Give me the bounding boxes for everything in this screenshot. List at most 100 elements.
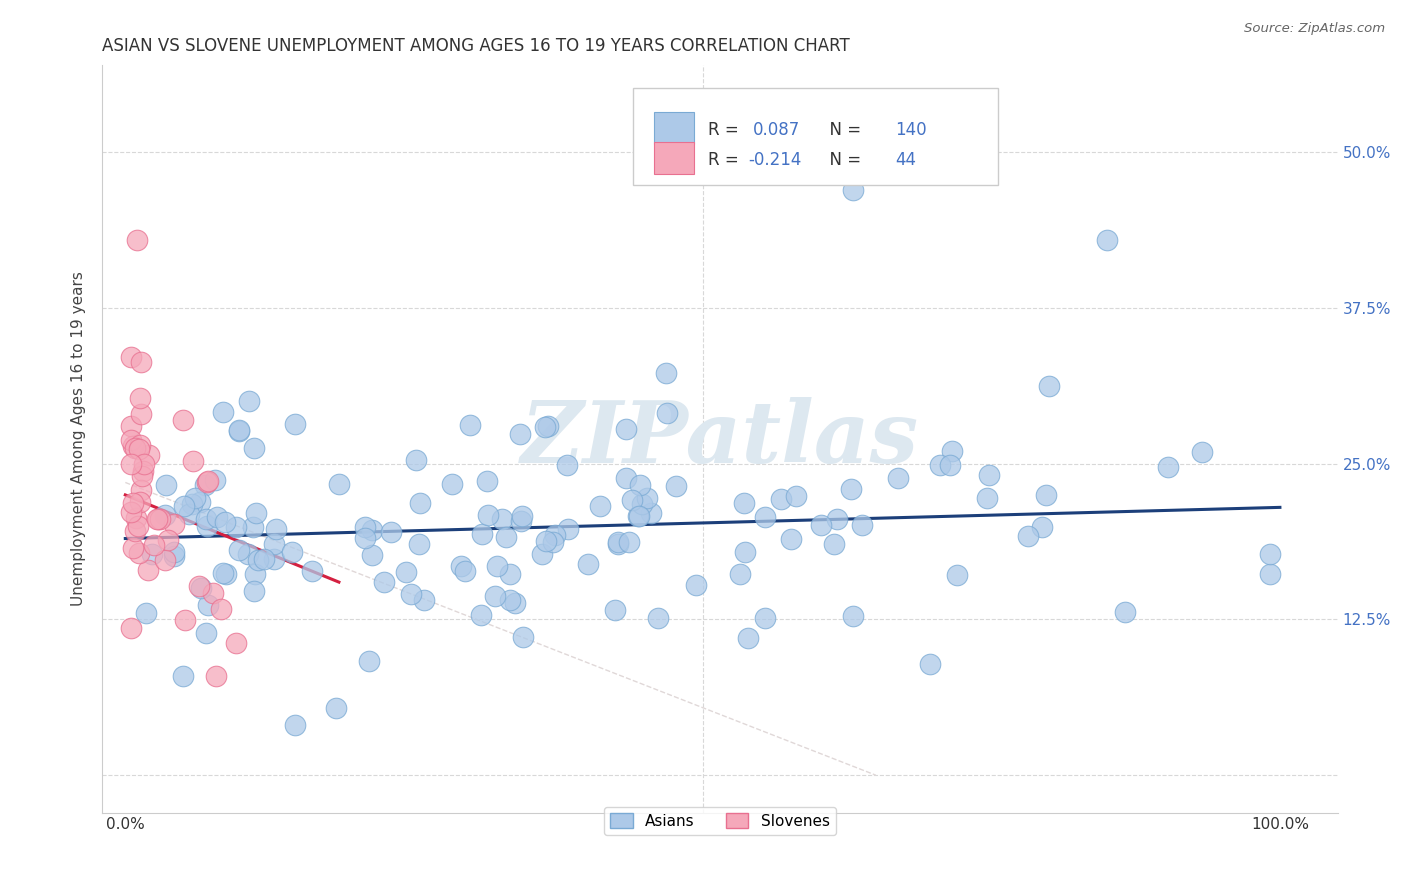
Point bbox=[120, 418, 142, 433]
Point bbox=[1260, 548, 1282, 562]
Point bbox=[245, 506, 267, 520]
Point bbox=[827, 512, 849, 526]
FancyBboxPatch shape bbox=[654, 112, 695, 144]
Point bbox=[484, 589, 506, 603]
Point bbox=[475, 474, 498, 488]
Point bbox=[188, 495, 211, 509]
Point bbox=[627, 509, 650, 524]
Point bbox=[405, 453, 427, 467]
Point bbox=[120, 457, 142, 471]
Point bbox=[155, 478, 177, 492]
Point bbox=[399, 586, 422, 600]
Point bbox=[471, 527, 494, 541]
Point bbox=[204, 474, 226, 488]
Text: 44: 44 bbox=[896, 151, 917, 169]
Point bbox=[188, 579, 211, 593]
Point bbox=[770, 491, 793, 506]
Point bbox=[841, 183, 863, 197]
Point bbox=[754, 611, 776, 625]
Point bbox=[640, 506, 662, 520]
Point bbox=[887, 471, 910, 485]
Point bbox=[1095, 233, 1118, 247]
Text: R =: R = bbox=[707, 151, 744, 169]
Point bbox=[205, 509, 228, 524]
Point bbox=[225, 636, 247, 650]
Point bbox=[537, 419, 560, 434]
Point bbox=[163, 545, 186, 559]
Point bbox=[728, 567, 751, 582]
Point bbox=[301, 564, 323, 578]
Point bbox=[785, 489, 807, 503]
Point bbox=[977, 467, 1000, 482]
Point bbox=[495, 530, 517, 544]
Point bbox=[621, 492, 644, 507]
Point bbox=[1017, 529, 1039, 543]
Point bbox=[360, 524, 382, 538]
Point bbox=[143, 538, 166, 552]
Point bbox=[194, 626, 217, 640]
Y-axis label: Unemployment Among Ages 16 to 19 years: Unemployment Among Ages 16 to 19 years bbox=[72, 271, 86, 607]
Point bbox=[197, 598, 219, 612]
Point bbox=[129, 438, 152, 452]
Point bbox=[734, 544, 756, 558]
Point bbox=[211, 405, 233, 419]
Point bbox=[557, 522, 579, 536]
Text: -0.214: -0.214 bbox=[748, 151, 801, 169]
Point bbox=[238, 393, 260, 408]
Point bbox=[325, 701, 347, 715]
Point bbox=[129, 354, 152, 368]
Point bbox=[920, 657, 942, 672]
Point bbox=[209, 602, 232, 616]
Point bbox=[510, 508, 533, 523]
Point bbox=[614, 471, 637, 485]
Point bbox=[124, 524, 146, 538]
Point bbox=[477, 508, 499, 523]
Point bbox=[128, 546, 150, 560]
Point bbox=[155, 508, 177, 523]
Point bbox=[509, 426, 531, 441]
Point bbox=[647, 611, 669, 625]
Point bbox=[163, 517, 186, 532]
Point bbox=[135, 607, 157, 621]
Point bbox=[174, 613, 197, 627]
Point bbox=[131, 483, 153, 497]
Point bbox=[125, 233, 148, 247]
Point bbox=[242, 442, 264, 456]
Point bbox=[120, 622, 142, 636]
Point bbox=[263, 551, 285, 566]
Point bbox=[134, 457, 156, 471]
Point bbox=[544, 527, 567, 541]
Point bbox=[823, 537, 845, 551]
Text: ASIAN VS SLOVENE UNEMPLOYMENT AMONG AGES 16 TO 19 YEARS CORRELATION CHART: ASIAN VS SLOVENE UNEMPLOYMENT AMONG AGES… bbox=[103, 37, 851, 55]
Point bbox=[121, 495, 143, 509]
Point bbox=[129, 407, 152, 421]
Point bbox=[127, 519, 149, 533]
Point bbox=[132, 464, 155, 478]
Point bbox=[373, 575, 395, 590]
Point bbox=[184, 491, 207, 506]
Point bbox=[190, 582, 212, 596]
Point bbox=[177, 507, 200, 521]
Point bbox=[247, 552, 270, 566]
Point bbox=[263, 537, 285, 551]
Point bbox=[605, 603, 627, 617]
Point bbox=[617, 534, 640, 549]
Point bbox=[236, 547, 259, 561]
Point bbox=[440, 477, 463, 491]
Point bbox=[128, 494, 150, 508]
Point bbox=[491, 512, 513, 526]
Point bbox=[395, 565, 418, 579]
Point bbox=[851, 518, 873, 533]
Text: ZIPatlas: ZIPatlas bbox=[520, 397, 920, 481]
Point bbox=[657, 407, 679, 421]
Point bbox=[201, 585, 224, 599]
Point bbox=[195, 512, 218, 526]
Point bbox=[509, 515, 531, 529]
Point bbox=[664, 479, 686, 493]
Point bbox=[1114, 605, 1136, 619]
Point bbox=[1157, 460, 1180, 475]
Point bbox=[228, 542, 250, 557]
Point bbox=[141, 547, 163, 561]
Point bbox=[146, 512, 169, 526]
Point bbox=[499, 593, 522, 607]
